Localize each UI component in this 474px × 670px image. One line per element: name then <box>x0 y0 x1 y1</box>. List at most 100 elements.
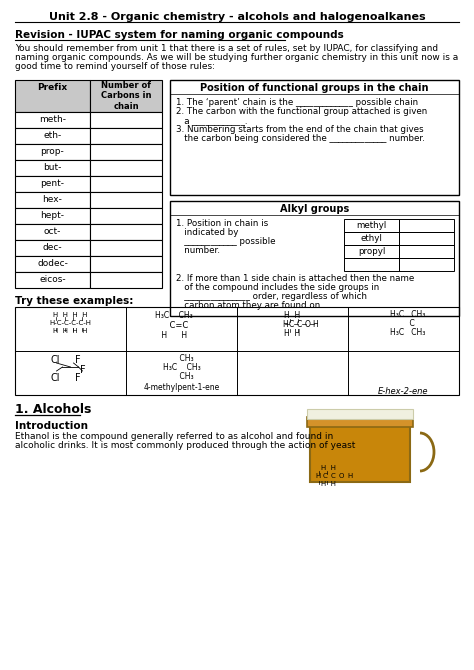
Bar <box>344 258 399 271</box>
Text: indicated by: indicated by <box>176 228 238 237</box>
Bar <box>90 208 162 224</box>
Text: meth-: meth- <box>39 115 66 124</box>
Bar <box>344 219 399 232</box>
Text: C: C <box>297 320 302 329</box>
Bar <box>170 201 459 316</box>
Text: prop-: prop- <box>41 147 64 156</box>
Text: CH₃: CH₃ <box>170 372 193 381</box>
Bar <box>399 245 454 258</box>
Text: a ____________.: a ____________. <box>176 116 247 125</box>
Bar <box>15 160 90 176</box>
Text: eicos-: eicos- <box>39 275 66 284</box>
Text: CH₃: CH₃ <box>170 354 193 363</box>
Bar <box>90 256 162 272</box>
Text: E-hex-2-ene: E-hex-2-ene <box>378 387 429 396</box>
Bar <box>90 240 162 256</box>
Text: H  H  H  H: H H H H <box>53 328 88 334</box>
Text: pent-: pent- <box>40 179 64 188</box>
Text: methyl: methyl <box>356 221 387 230</box>
Text: C: C <box>323 473 328 479</box>
Text: 1. Position in chain is: 1. Position in chain is <box>176 219 268 228</box>
Text: 1. Alcohols: 1. Alcohols <box>15 403 91 416</box>
Text: Alkyl groups: Alkyl groups <box>280 204 349 214</box>
Text: C: C <box>289 320 294 329</box>
Text: 2. If more than 1 side chain is attached then the name: 2. If more than 1 side chain is attached… <box>176 274 414 283</box>
Bar <box>344 232 399 245</box>
Text: Position of functional groups in the chain: Position of functional groups in the cha… <box>200 83 429 93</box>
Text: F: F <box>81 365 86 375</box>
Bar <box>90 192 162 208</box>
Bar <box>310 422 410 482</box>
Text: 4-methylpent-1-ene: 4-methylpent-1-ene <box>143 383 219 392</box>
Bar <box>15 192 90 208</box>
Bar <box>90 224 162 240</box>
Bar <box>15 208 90 224</box>
Bar <box>90 176 162 192</box>
Text: number.: number. <box>176 246 220 255</box>
Text: 1. The ‘parent’ chain is the _____________ possible chain: 1. The ‘parent’ chain is the ___________… <box>176 98 418 107</box>
Text: propyl: propyl <box>358 247 385 256</box>
Bar <box>399 232 454 245</box>
Bar <box>307 409 413 419</box>
Bar <box>90 112 162 128</box>
Bar <box>15 272 90 288</box>
Bar <box>90 160 162 176</box>
Text: Unit 2.8 - Organic chemistry - alcohols and halogenoalkanes: Unit 2.8 - Organic chemistry - alcohols … <box>49 12 425 22</box>
Text: H-C-C-C-C-H: H-C-C-C-C-H <box>49 320 91 326</box>
Text: ____________ possible: ____________ possible <box>176 237 275 246</box>
Bar <box>15 128 90 144</box>
Bar <box>15 256 90 272</box>
Text: C: C <box>331 473 336 479</box>
Text: _______________ order, regardless of which: _______________ order, regardless of whi… <box>176 292 367 301</box>
Text: 2. The carbon with the functional group attached is given: 2. The carbon with the functional group … <box>176 107 427 116</box>
Bar <box>399 258 454 271</box>
Bar <box>15 112 90 128</box>
Text: F: F <box>75 355 81 365</box>
Bar <box>15 80 90 112</box>
Text: naming organic compounds. As we will be studying further organic chemistry in th: naming organic compounds. As we will be … <box>15 53 458 62</box>
Text: F: F <box>75 373 81 383</box>
Text: H: H <box>312 320 318 329</box>
Bar <box>90 144 162 160</box>
Text: C=C: C=C <box>159 321 188 330</box>
Text: carbon atom they are found on.: carbon atom they are found on. <box>176 301 323 310</box>
Text: dodec-: dodec- <box>37 259 68 268</box>
Text: C: C <box>400 319 415 328</box>
Bar <box>399 219 454 232</box>
Bar <box>15 176 90 192</box>
Text: 3. Numbering starts from the end of the chain that gives: 3. Numbering starts from the end of the … <box>176 125 424 134</box>
Text: H₃C   CH₃: H₃C CH₃ <box>390 310 425 319</box>
Text: H₃C   CH₃: H₃C CH₃ <box>390 328 425 337</box>
Text: H      H: H H <box>159 331 188 340</box>
Bar <box>344 245 399 258</box>
Text: H  H  H  H: H H H H <box>53 312 88 318</box>
Text: hex-: hex- <box>43 195 63 204</box>
Bar <box>15 240 90 256</box>
Bar <box>15 224 90 240</box>
Bar <box>307 417 413 427</box>
Text: H  H: H H <box>321 465 337 471</box>
Text: of the compound includes the side groups in: of the compound includes the side groups… <box>176 283 379 292</box>
Text: Prefix: Prefix <box>37 83 68 92</box>
Text: Revision - IUPAC system for naming organic compounds: Revision - IUPAC system for naming organ… <box>15 30 344 40</box>
Text: H: H <box>283 320 288 329</box>
Text: Introduction: Introduction <box>15 421 88 431</box>
Text: O: O <box>339 473 345 479</box>
Text: H  H: H H <box>284 311 301 320</box>
Text: Cl: Cl <box>51 355 60 365</box>
Text: but-: but- <box>43 163 62 172</box>
Text: dec-: dec- <box>43 243 62 252</box>
Bar <box>15 144 90 160</box>
Text: You should remember from unit 1 that there is a set of rules, set by IUPAC, for : You should remember from unit 1 that the… <box>15 44 438 53</box>
Text: the carbon being considered the _____________ number.: the carbon being considered the ________… <box>176 134 425 143</box>
Text: H  H: H H <box>284 329 301 338</box>
Text: eth-: eth- <box>44 131 62 140</box>
Bar <box>170 80 459 195</box>
Text: good time to remind yourself of those rules:: good time to remind yourself of those ru… <box>15 62 215 71</box>
Text: Number of
Carbons in
chain: Number of Carbons in chain <box>101 81 151 111</box>
Bar <box>90 80 162 112</box>
Text: Ethanol is the compound generally referred to as alcohol and found in: Ethanol is the compound generally referr… <box>15 432 333 441</box>
Text: H: H <box>347 473 352 479</box>
Text: H: H <box>315 473 320 479</box>
Text: H  H: H H <box>321 481 337 487</box>
